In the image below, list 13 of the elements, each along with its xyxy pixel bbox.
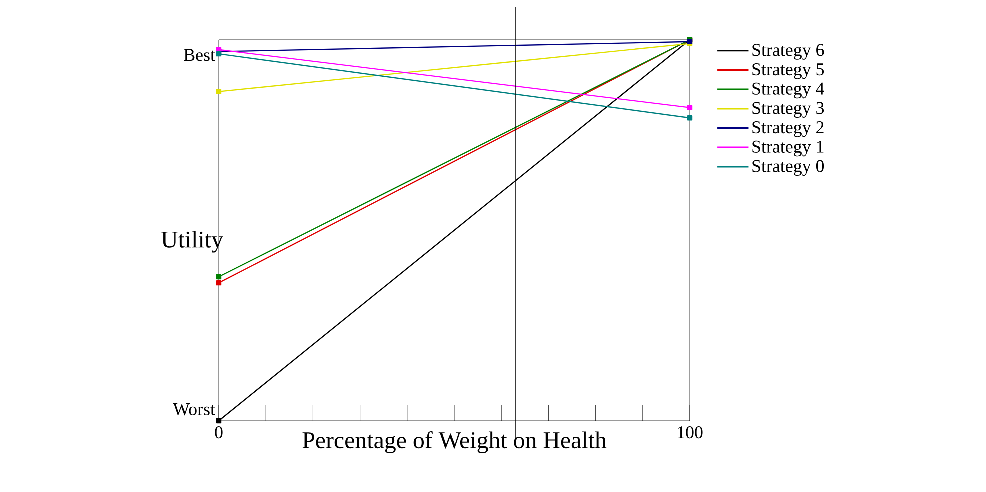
legend-label: Strategy 3 xyxy=(752,102,824,118)
text: Best xyxy=(184,49,216,62)
legend-label: Strategy 6 xyxy=(752,44,824,60)
legend-label: Strategy 2 xyxy=(752,122,824,138)
x-tick-label: 0 xyxy=(215,426,223,439)
legend-label: Strategy 5 xyxy=(752,64,824,80)
x-axis-title: Percentage of Weight on Health xyxy=(302,432,607,454)
legend-label: Strategy 0 xyxy=(752,160,824,176)
y-axis-title: Utility xyxy=(162,231,224,253)
legend-label: Strategy 4 xyxy=(752,82,824,99)
legend-label: Strategy 1 xyxy=(752,140,824,157)
x-tick-label: 100 xyxy=(678,426,703,439)
text: Worst xyxy=(173,404,216,416)
